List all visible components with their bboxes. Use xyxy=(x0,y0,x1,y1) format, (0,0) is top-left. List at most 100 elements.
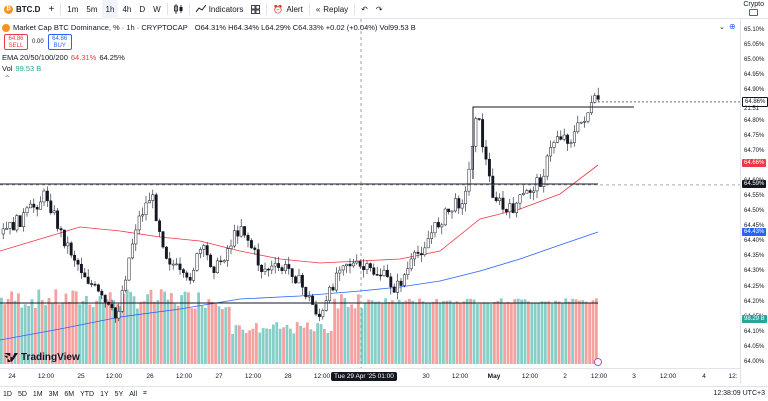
price-tick: 64.10% xyxy=(744,328,765,335)
time-tick: 12:00 xyxy=(451,373,469,380)
volume-bar xyxy=(387,302,391,364)
volume-bar xyxy=(108,292,112,364)
range-3m[interactable]: 3M xyxy=(48,390,59,398)
price-axis[interactable]: ⌄ ⊕ 65.10% 65.05% 65.00% 64.95% 64.90% 64.80%… xyxy=(719,19,768,384)
volume-bar xyxy=(333,298,336,364)
candle-body xyxy=(188,277,192,281)
candle-body xyxy=(226,248,230,261)
range-all[interactable]: All xyxy=(129,390,138,398)
candle-body xyxy=(151,194,155,201)
candle-body xyxy=(277,263,281,268)
range-5d[interactable]: 5D xyxy=(17,390,27,398)
axis-settings-icon[interactable]: ⊕ xyxy=(729,22,736,31)
volume-bar xyxy=(506,302,510,364)
sell-button[interactable]: 64.86 SELL xyxy=(4,34,28,50)
symbol-search[interactable]: ₿ BTC.D xyxy=(0,0,44,19)
volume-bar xyxy=(595,298,598,364)
candle-body xyxy=(317,313,321,317)
volume-bar xyxy=(278,328,282,364)
bitcoin-icon: ₿ xyxy=(4,4,13,14)
volume-bar xyxy=(462,301,466,364)
indicators-button[interactable]: Indicators xyxy=(192,0,248,19)
candles-icon[interactable] xyxy=(170,0,187,19)
candle-body xyxy=(266,268,270,271)
redo-button[interactable]: ↷ xyxy=(372,0,387,19)
tradingview-logo[interactable]: TradingView xyxy=(4,352,80,363)
candle-body xyxy=(11,222,15,231)
candle-body xyxy=(212,266,216,273)
candle-body xyxy=(494,197,498,201)
clock[interactable]: 12:38:09 UTC+3 xyxy=(713,390,765,397)
timeframe-d[interactable]: D xyxy=(139,4,146,14)
candle-body xyxy=(470,145,474,170)
range-5y[interactable]: 5Y xyxy=(114,390,124,398)
candle-body xyxy=(198,249,202,254)
layout-icon[interactable] xyxy=(247,0,264,19)
candle-body xyxy=(192,270,196,281)
volume-bar xyxy=(482,302,486,364)
volume-bar xyxy=(234,325,238,364)
timeframe-5m[interactable]: 5m xyxy=(86,4,98,14)
ema-value-2: 64.25% xyxy=(99,53,125,62)
price-tick: 64.70% xyxy=(744,147,765,154)
volume-bar xyxy=(71,290,75,364)
candle-body xyxy=(311,295,315,305)
candle-body xyxy=(260,264,264,272)
candle-body xyxy=(32,203,36,208)
volume-bar xyxy=(57,304,61,364)
candle-body xyxy=(399,280,403,286)
volume-bar xyxy=(516,298,520,364)
volume-bar xyxy=(370,300,374,364)
high-line xyxy=(472,106,634,179)
volume-bar xyxy=(438,303,442,364)
price-chart[interactable] xyxy=(0,19,740,384)
range-6m[interactable]: 6M xyxy=(64,390,75,398)
replay-button[interactable]: « Replay xyxy=(312,0,352,19)
timeframe-w[interactable]: W xyxy=(153,4,161,14)
volume-bar xyxy=(486,303,489,364)
time-tick: 12:00 xyxy=(244,373,262,380)
candle-body xyxy=(453,198,457,212)
candle-body xyxy=(175,263,179,266)
collapse-legend-icon[interactable]: ⌃ xyxy=(4,74,11,83)
time-tick: 12:00 xyxy=(521,373,539,380)
volume-bar xyxy=(51,303,54,364)
alert-button[interactable]: ⏰ Alert xyxy=(269,0,306,19)
volume-bar xyxy=(316,323,319,364)
volume-bar xyxy=(163,291,166,364)
axis-dropdown-icon[interactable]: ⌄ xyxy=(719,24,725,31)
candle-body xyxy=(8,222,12,229)
candle-body xyxy=(321,310,325,317)
range-1y[interactable]: 1Y xyxy=(100,390,109,398)
volume-bar xyxy=(149,289,153,364)
range-1m[interactable]: 1M xyxy=(32,390,43,398)
candle-body xyxy=(280,267,284,271)
candle-body xyxy=(334,272,338,291)
time-tick: 12:00 xyxy=(105,373,123,380)
volume-bar xyxy=(476,303,479,364)
volume-bar xyxy=(64,293,68,364)
price-tick: 64.40% xyxy=(744,238,765,245)
vol-legend-row[interactable]: Vol 99.53 B xyxy=(2,63,416,74)
candle-body xyxy=(593,95,597,103)
candle-body xyxy=(562,134,566,140)
watchlist-button[interactable]: Crypto xyxy=(743,1,764,19)
range-1d[interactable]: 1D xyxy=(3,390,12,398)
time-tick: 27 xyxy=(215,373,223,380)
undo-button[interactable]: ↶ xyxy=(357,0,372,19)
candle-body xyxy=(572,131,576,143)
range-ytd[interactable]: YTD xyxy=(80,390,95,398)
time-axis[interactable]: 24 12:00 25 12:00 26 12:00 27 12:00 28 12:00 30 12:… xyxy=(0,368,740,384)
buy-label: BUY xyxy=(53,43,66,49)
timeframe-1m[interactable]: 1m xyxy=(67,4,79,14)
goto-date-icon[interactable]: ⌗ xyxy=(143,390,147,397)
ema-legend-row[interactable]: EMA 20/50/100/200 64.31% 64.25% xyxy=(2,52,416,63)
timeframe-4h[interactable]: 4h xyxy=(122,4,132,14)
compare-button[interactable]: + xyxy=(48,3,55,15)
crosshair-time-label: Tue 29 Apr '25 01:00 xyxy=(331,372,397,381)
candle-body xyxy=(307,295,311,298)
volume-bar xyxy=(44,305,47,364)
buy-button[interactable]: 64.86 BUY xyxy=(47,34,72,50)
timeframe-1h[interactable]: 1h xyxy=(101,0,119,19)
volume-bar xyxy=(510,303,513,364)
